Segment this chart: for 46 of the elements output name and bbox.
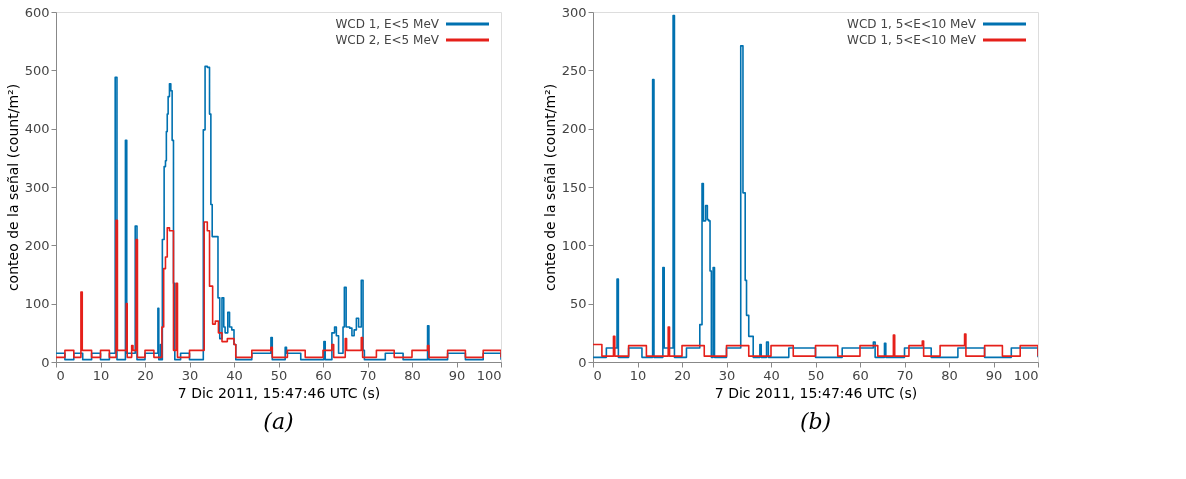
y-tick-label: 100 [561, 237, 587, 253]
y-tick-label: 400 [24, 121, 50, 137]
x-tick-label: 100 [476, 367, 502, 383]
y-tick-label: 50 [569, 296, 587, 312]
x-tick-label: 30 [718, 367, 736, 383]
x-tick-label: 100 [1013, 367, 1039, 383]
x-tick-label: 0 [593, 367, 602, 383]
x-tick-label: 0 [56, 367, 65, 383]
legend-label: WCD 1, E<5 MeV [335, 17, 440, 31]
x-tick-label: 80 [404, 367, 421, 383]
y-tick-label: 0 [41, 354, 50, 370]
legend-label: WCD 2, E<5 MeV [335, 33, 440, 47]
x-axis-title: 7 Dic 2011, 15:47:46 UTC (s) [714, 384, 918, 401]
y-tick-label: 200 [24, 237, 50, 253]
y-axis-title: conteo de la señal (count/m²) [541, 83, 558, 292]
text: (b) [799, 409, 832, 434]
x-axis-title: 7 Dic 2011, 15:47:46 UTC (s) [177, 384, 381, 401]
y-axis-title: conteo de la señal (count/m²) [4, 83, 21, 292]
x-tick-label: 20 [674, 367, 691, 383]
x-tick-label: 20 [137, 367, 154, 383]
legend-label: WCD 1, 5<E<10 MeV [847, 33, 977, 47]
x-tick-label: 40 [226, 367, 243, 383]
legend-label: WCD 1, 5<E<10 MeV [847, 17, 977, 31]
y-tick-label: 500 [24, 62, 50, 78]
y-tick-label: 300 [24, 179, 50, 195]
x-tick-label: 30 [181, 367, 199, 383]
y-tick-label: 600 [24, 4, 50, 20]
x-tick-label: 10 [92, 367, 110, 383]
x-tick-label: 50 [270, 367, 288, 383]
x-tick-label: 70 [359, 367, 377, 383]
x-tick-label: 80 [941, 367, 958, 383]
y-tick-label: 200 [561, 121, 587, 137]
x-tick-label: 50 [807, 367, 825, 383]
y-tick-label: 150 [561, 179, 587, 195]
x-tick-label: 90 [985, 367, 1003, 383]
x-tick-label: 40 [763, 367, 780, 383]
x-tick-label: 60 [315, 367, 332, 383]
text: (a) [263, 409, 294, 434]
y-tick-label: 100 [24, 296, 50, 312]
x-tick-label: 70 [896, 367, 914, 383]
x-tick-label: 90 [448, 367, 466, 383]
y-tick-label: 300 [561, 4, 587, 20]
y-tick-label: 250 [561, 62, 587, 78]
y-tick-label: 0 [578, 354, 587, 370]
x-tick-label: 60 [852, 367, 869, 383]
x-tick-label: 10 [629, 367, 647, 383]
